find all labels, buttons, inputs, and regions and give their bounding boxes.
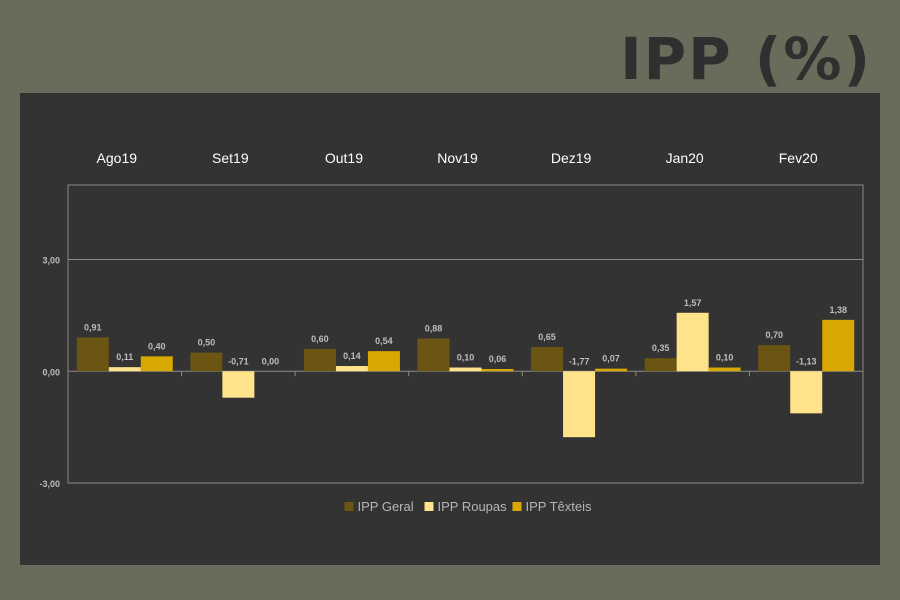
bar: [222, 371, 255, 398]
bar: [367, 351, 400, 372]
bar: [108, 367, 141, 372]
legend-swatch: [424, 502, 434, 511]
category-label: Jan20: [666, 150, 704, 166]
category-label: Ago19: [97, 150, 138, 166]
bar: [708, 367, 741, 372]
chart-title: IPP (%): [620, 25, 872, 93]
data-label: 0,91: [84, 322, 102, 332]
data-label: 0,54: [375, 336, 393, 346]
legend-label: IPP Têxteis: [526, 499, 592, 514]
data-label: -1,77: [569, 356, 590, 366]
category-label: Dez19: [551, 150, 592, 166]
bar: [758, 345, 791, 372]
legend-swatch: [344, 502, 354, 511]
category-label: Fev20: [779, 150, 818, 166]
data-label: 0,10: [457, 353, 475, 363]
y-tick-label: -3,00: [39, 479, 60, 489]
bar: [644, 358, 677, 372]
data-label: 0,65: [538, 332, 556, 342]
bar: [140, 356, 173, 372]
bar: [335, 366, 368, 372]
bar-chart: -3,00 0,00 3,00 Ago19 0,91 0,11 0,40 Set19 0,50 -…: [39, 150, 864, 514]
legend-label: IPP Geral: [358, 499, 414, 514]
bar: [417, 338, 450, 372]
data-label: -1,13: [796, 356, 817, 366]
data-label: 0,00: [262, 356, 280, 366]
bar: [676, 312, 709, 372]
legend-label: IPP Roupas: [438, 499, 508, 514]
bar: [531, 347, 564, 372]
data-label: 0,60: [311, 334, 329, 344]
bar: [481, 369, 514, 372]
bar: [303, 348, 336, 372]
category-label: Set19: [212, 150, 249, 166]
bar: [449, 367, 482, 372]
category-label: Out19: [325, 150, 363, 166]
data-label: -0,71: [228, 356, 249, 366]
bar: [822, 319, 855, 372]
bar: [190, 352, 223, 372]
bar: [790, 371, 823, 414]
legend-swatch: [512, 502, 522, 511]
data-label: 0,70: [765, 330, 783, 340]
data-label: 1,57: [684, 298, 702, 308]
data-label: 0,88: [425, 323, 443, 333]
bar: [76, 337, 109, 372]
data-label: 0,07: [602, 354, 620, 364]
y-tick-label: 0,00: [42, 367, 60, 377]
plot-area: [67, 184, 864, 484]
data-label: 0,10: [716, 353, 734, 363]
data-label: 0,35: [652, 343, 670, 353]
data-label: 0,14: [343, 351, 361, 361]
chart-panel: -3,00 0,00 3,00 Ago19 0,91 0,11 0,40 Set19 0,50 -…: [20, 93, 880, 565]
data-label: 0,11: [116, 352, 133, 362]
data-label: 0,40: [148, 341, 166, 351]
data-label: 0,06: [489, 354, 507, 364]
data-label: 0,50: [198, 338, 216, 348]
y-tick-label: 3,00: [42, 256, 60, 266]
data-label: 1,38: [829, 305, 847, 315]
category-label: Nov19: [437, 150, 478, 166]
bar: [595, 368, 628, 372]
bar: [563, 371, 596, 438]
